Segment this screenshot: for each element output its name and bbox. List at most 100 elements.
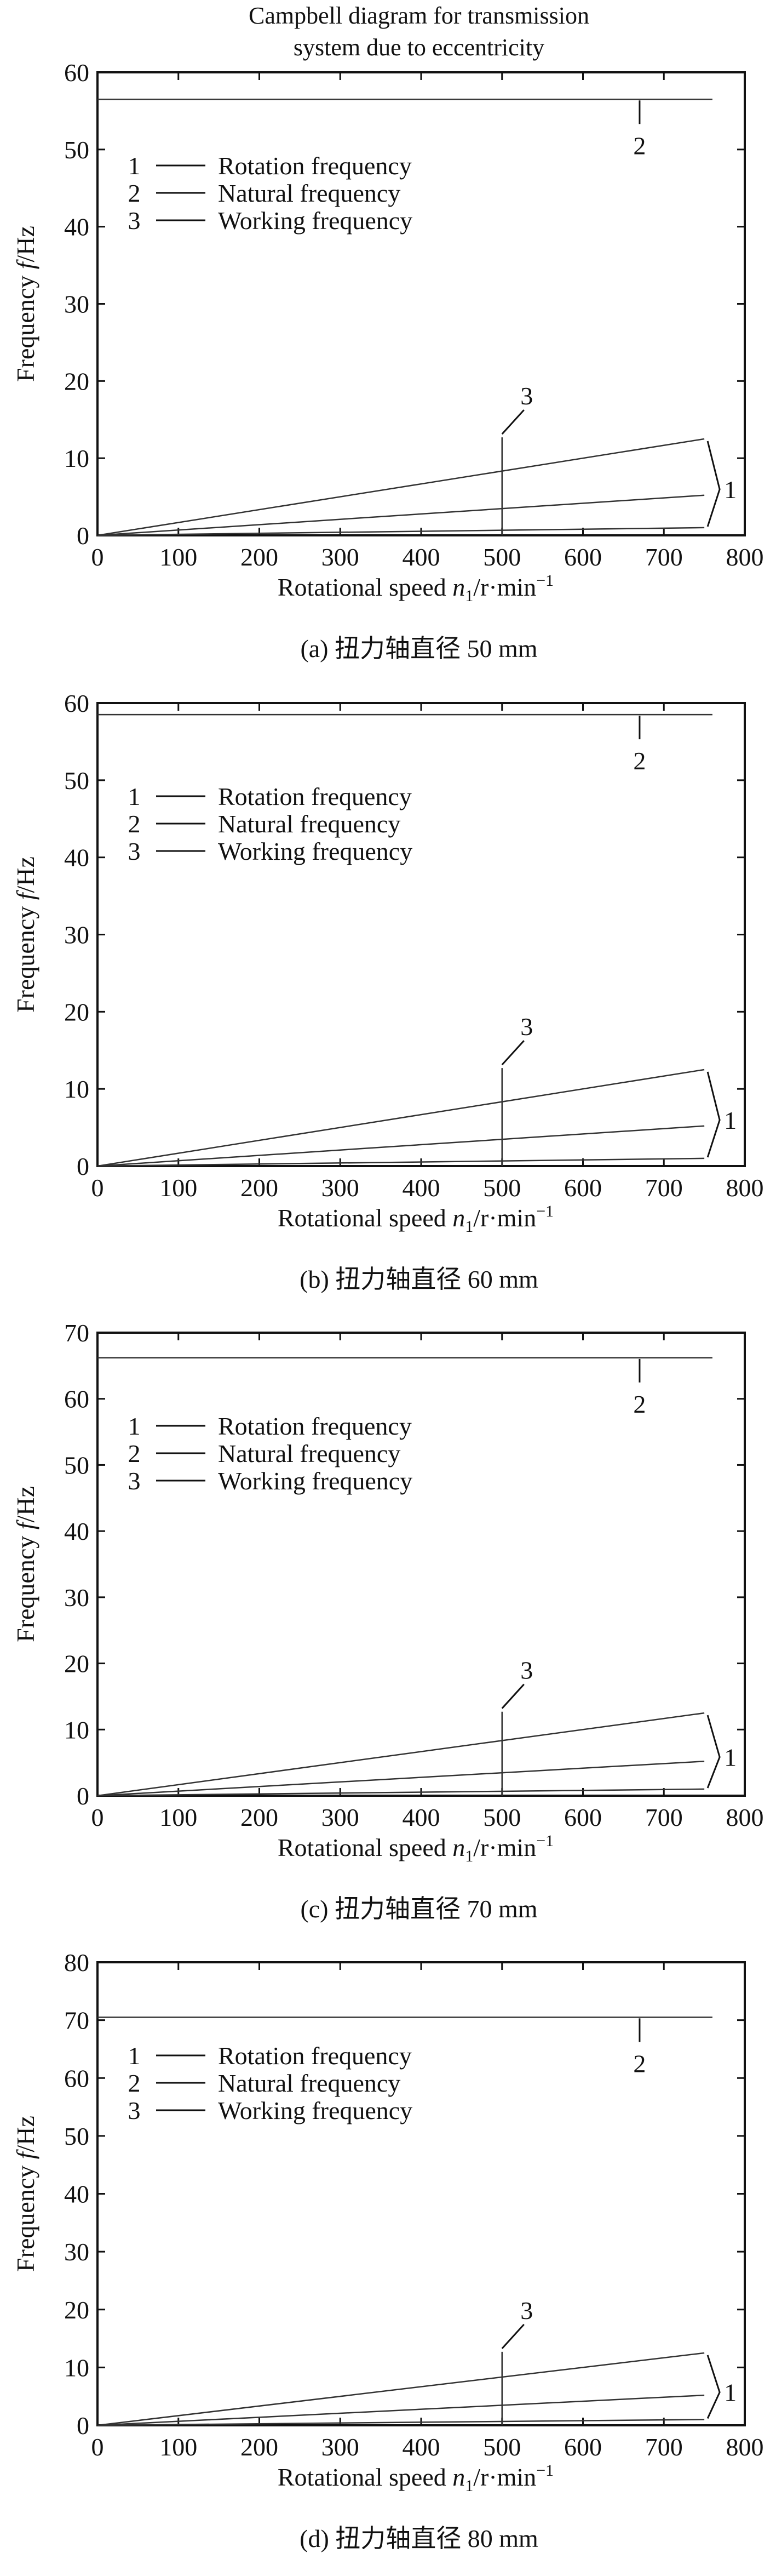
x-tick-label: 100 [159, 1174, 197, 1202]
x-tick-label: 300 [321, 1803, 359, 1831]
x-axis-label: Rotational speed n1/r·min−1 [278, 572, 554, 605]
legend-number: 1 [128, 1412, 141, 1440]
y-tick-label: 0 [77, 522, 89, 550]
chart-svg: 0 100 200 300 400 500 600 700 800 0 10 20 30 40 50 60 70… [12, 1319, 764, 1865]
x-tick-label: 300 [321, 1174, 359, 1202]
legend-number: 3 [128, 207, 141, 235]
y-tick-label: 10 [64, 1716, 89, 1744]
rotation-frequency-line-2 [97, 1760, 705, 1797]
x-tick-label: 200 [240, 1174, 278, 1202]
x-tick-label: 500 [483, 543, 521, 571]
x-tick-label: 600 [564, 1174, 602, 1202]
rotation-frequency-marker: 1 [724, 2379, 737, 2407]
panel-caption: (b) 扭力轴直径 60 mm [300, 1265, 538, 1293]
y-axis-label-prefix: Frequency [12, 269, 39, 382]
x-tick-label: 0 [91, 1174, 104, 1202]
x-tick-label: 500 [483, 1174, 521, 1202]
x-axis-label-unit: /r·min [473, 2463, 536, 2491]
legend-number: 2 [128, 179, 141, 207]
chart-svg: 0 100 200 300 400 500 600 700 800 0 10 20 30 40 50 60 Fr… [12, 59, 764, 605]
x-tick-label: 0 [91, 2433, 104, 2461]
y-tick-label: 50 [64, 2122, 89, 2150]
chart-panel-1: 0 100 200 300 400 500 600 700 800 0 10 20 30 40 50 60 Fr… [0, 59, 776, 686]
x-axis-label-prefix: Rotational speed [278, 1834, 452, 1861]
rotation-frequency-bracket [706, 1071, 721, 1158]
y-tick-label: 30 [64, 1584, 89, 1612]
x-axis-label-var: n [452, 2463, 465, 2491]
y-tick-label: 60 [64, 1385, 89, 1413]
panel-caption: (d) 扭力轴直径 80 mm [300, 2524, 538, 2552]
x-tick-label: 700 [645, 543, 683, 571]
x-tick-label: 500 [483, 2433, 521, 2461]
x-tick-label: 400 [403, 543, 440, 571]
working-frequency-marker: 3 [520, 1013, 533, 1041]
legend-label: Working frequency [218, 207, 412, 235]
working-frequency-marker: 3 [520, 1657, 533, 1684]
plot-frame [96, 702, 746, 1167]
y-tick-label: 20 [64, 2296, 89, 2324]
rotation-frequency-line-3 [97, 527, 705, 536]
working-frequency-marker: 3 [520, 382, 533, 410]
x-tick-label: 700 [645, 2433, 683, 2461]
rotation-frequency-marker: 1 [724, 1744, 737, 1772]
legend: 1 Rotation frequency 2 Natural frequency 3 Wo… [128, 782, 413, 865]
legend-label: Rotation frequency [218, 782, 412, 810]
working-frequency-leader [501, 1040, 525, 1066]
y-tick-label: 40 [64, 2180, 89, 2208]
legend-number: 1 [128, 152, 141, 180]
legend-label: Rotation frequency [218, 152, 412, 180]
x-tick-label: 800 [726, 1174, 764, 1202]
x-axis-label-unit: /r·min [473, 1204, 536, 1232]
plot-frame [96, 1332, 746, 1797]
rotation-frequency-bracket [706, 2355, 721, 2419]
y-tick-label: 80 [64, 1949, 89, 1977]
working-frequency-marker: 3 [520, 2297, 533, 2324]
y-tick-label: 40 [64, 213, 89, 241]
y-tick-label: 40 [64, 1517, 89, 1545]
y-axis-label-unit: /Hz [12, 226, 39, 262]
x-tick-label: 500 [483, 1803, 521, 1831]
y-tick-label: 0 [77, 1782, 89, 1810]
y-axis-label: Frequency f/Hz [12, 226, 39, 382]
x-axis-label-prefix: Rotational speed [278, 1204, 452, 1232]
y-tick-label: 30 [64, 921, 89, 949]
x-axis-label-sub: 1 [465, 1218, 473, 1236]
x-axis-label-sub: 1 [465, 587, 473, 605]
legend-label: Rotation frequency [218, 1412, 412, 1440]
chart-panel-3: 0 100 200 300 400 500 600 700 800 0 10 20 30 40 50 60 70… [0, 1319, 776, 1946]
chart-svg: 0 100 200 300 400 500 600 700 800 0 10 20 30 40 50 60 70… [12, 1949, 764, 2495]
legend-label: Natural frequency [218, 810, 400, 838]
x-axis-label-var: n [452, 1204, 465, 1232]
legend-label: Natural frequency [218, 2069, 400, 2097]
x-tick-label: 800 [726, 2433, 764, 2461]
rotation-frequency-line-1 [97, 2352, 705, 2426]
legend-label: Working frequency [218, 2097, 412, 2124]
chart-svg: 0 100 200 300 400 500 600 700 800 0 10 20 30 40 50 60 Fr… [12, 689, 764, 1236]
y-axis-label: Frequency f/Hz [12, 2116, 39, 2272]
x-tick-label: 200 [240, 2433, 278, 2461]
working-frequency-leader [501, 409, 525, 435]
y-tick-label: 0 [77, 1152, 89, 1180]
x-tick-label: 600 [564, 1803, 602, 1831]
y-axis-label-unit: /Hz [12, 1486, 39, 1522]
working-frequency-leader [501, 1683, 525, 1709]
x-axis-label: Rotational speed n1/r·min−1 [278, 1832, 554, 1865]
y-axis-label-unit: /Hz [12, 2116, 39, 2152]
x-axis-label-prefix: Rotational speed [278, 2463, 452, 2491]
x-tick-label: 700 [645, 1803, 683, 1831]
x-axis-label-var: n [452, 1834, 465, 1861]
y-axis-label-unit: /Hz [12, 856, 39, 893]
x-tick-label: 600 [564, 2433, 602, 2461]
chart-title: Campbell diagram for transmission system… [0, 0, 776, 64]
legend-number: 3 [128, 1467, 141, 1495]
plot-frame [96, 71, 746, 536]
x-axis-label-unit: /r·min [473, 573, 536, 601]
legend: 1 Rotation frequency 2 Natural frequency 3 Wo… [128, 1412, 413, 1495]
panel-caption: (c) 扭力轴直径 70 mm [300, 1895, 538, 1923]
rotation-frequency-line-1 [97, 1712, 705, 1797]
x-tick-label: 0 [91, 1803, 104, 1831]
legend-number: 3 [128, 2097, 141, 2124]
legend-number: 2 [128, 1440, 141, 1467]
legend-label: Working frequency [218, 837, 412, 865]
x-tick-label: 400 [403, 1174, 440, 1202]
